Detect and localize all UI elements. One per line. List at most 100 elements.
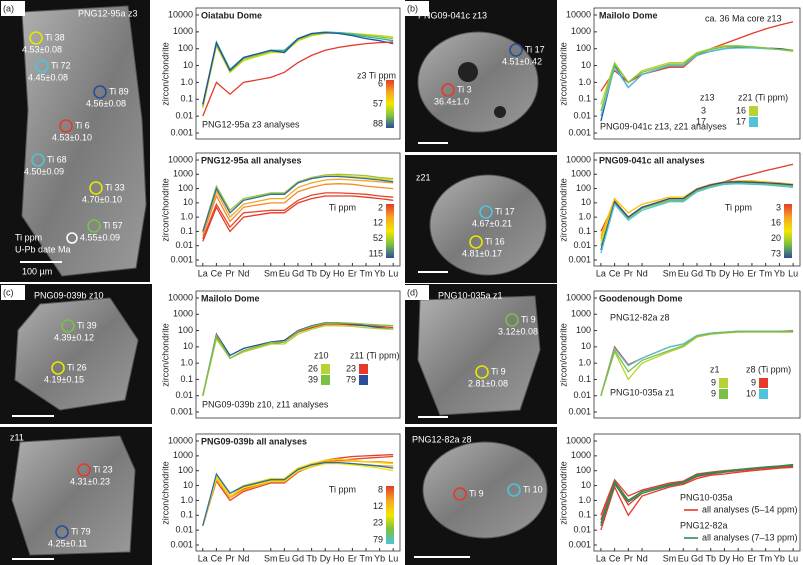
y-tick-label: 0.1 <box>180 510 193 520</box>
y-tick-label: 0.01 <box>573 111 591 121</box>
spot-label: Ti 79 <box>71 526 91 536</box>
y-tick-label: 1.0 <box>180 77 193 87</box>
y-tick-label: 1.0 <box>578 495 591 505</box>
spot-date: 4.31±0.23 <box>70 476 110 486</box>
spot-label: Ti 57 <box>103 220 123 230</box>
legend-group: PNG12-82a <box>680 520 728 530</box>
y-tick-label: 1.0 <box>578 358 591 368</box>
y-tick-label: 1.0 <box>180 212 193 222</box>
x-tick-label: Nd <box>636 268 648 278</box>
x-tick-label: Eu <box>279 553 290 563</box>
x-tick-label: Er <box>348 268 357 278</box>
x-tick-label: Yb <box>774 268 785 278</box>
x-tick-label: Pr <box>624 553 633 563</box>
annotation: PNG12-95a z3 analyses <box>202 119 300 129</box>
y-tick-label: 100 <box>576 325 591 335</box>
x-tick-label: Tb <box>306 268 317 278</box>
x-tick-label: Dy <box>320 553 331 563</box>
x-tick-label: Nd <box>636 553 648 563</box>
x-tick-label: Sm <box>264 268 278 278</box>
key-swatch <box>321 375 330 385</box>
y-tick-label: 10 <box>581 480 591 490</box>
y-tick-label: 100 <box>178 43 193 53</box>
x-tick-label: Nd <box>238 553 250 563</box>
x-tick-label: La <box>198 268 208 278</box>
key-header: z21 (Ti ppm) <box>738 92 788 102</box>
chart-title: Mailolo Dome <box>201 293 260 303</box>
annotation: PNG09-041c z13, z21 analyses <box>600 121 727 131</box>
y-tick-label: 0.1 <box>180 94 193 104</box>
colorbar-label: 20 <box>771 233 781 243</box>
spot-date: 4.81±0.17 <box>462 248 502 258</box>
x-tick-label: Sm <box>264 553 278 563</box>
key-swatch <box>759 378 768 388</box>
scale-label: 100 µm <box>22 266 52 276</box>
key-value: 3 <box>701 105 706 115</box>
y-tick-label: 10 <box>581 60 591 70</box>
colorbar-label: 6 <box>378 78 383 88</box>
y-tick-label: 0.001 <box>170 254 193 264</box>
y-tick-label: 10 <box>581 197 591 207</box>
key-value: 9 <box>711 377 716 387</box>
colorbar-label: 16 <box>771 218 781 228</box>
colorbar <box>784 204 792 258</box>
key-value: 9 <box>751 377 756 387</box>
x-tick-label: Pr <box>226 268 235 278</box>
x-tick-label: Yb <box>774 553 785 563</box>
key-value: 26 <box>308 363 318 373</box>
x-tick-label: Sm <box>663 553 677 563</box>
spot-label: Ti 3 <box>457 84 472 94</box>
x-tick-label: Gd <box>691 268 703 278</box>
y-tick-label: 100 <box>576 183 591 193</box>
colorbar-label: 23 <box>373 518 383 528</box>
spot-label: Ti 17 <box>495 206 515 216</box>
y-tick-label: 1000 <box>173 309 193 319</box>
y-axis-label: zircon/chondrite <box>558 42 568 106</box>
x-tick-label: Er <box>747 268 756 278</box>
x-tick-label: Ce <box>609 553 621 563</box>
x-tick-label: Tm <box>360 268 373 278</box>
spot-date: 4.51±0.42 <box>502 56 542 66</box>
y-tick-label: 0.1 <box>578 94 591 104</box>
chart-title: Oiatabu Dome <box>201 10 262 20</box>
colorbar-label: 12 <box>373 218 383 228</box>
y-tick-label: 0.1 <box>578 374 591 384</box>
y-tick-label: 0.1 <box>180 226 193 236</box>
y-tick-label: 100 <box>178 325 193 335</box>
y-tick-label: 10 <box>183 197 193 207</box>
colorbar-label: 79 <box>373 534 383 544</box>
legend-label: all analyses (5–14 ppm) <box>702 504 798 514</box>
spot-label: Ti 33 <box>105 182 125 192</box>
y-tick-label: 1.0 <box>180 495 193 505</box>
key-swatch <box>759 389 768 399</box>
y-tick-label: 0.001 <box>170 127 193 137</box>
y-tick-label: 1000 <box>571 450 591 460</box>
spot-label: Ti 10 <box>523 484 543 494</box>
plot-frame <box>594 291 800 418</box>
x-tick-label: Tb <box>306 553 317 563</box>
colorbar-label: 2 <box>378 202 383 212</box>
key-swatch <box>719 378 728 388</box>
key-header: z10 <box>314 350 329 360</box>
x-tick-label: Dy <box>719 268 730 278</box>
image-title: z21 <box>416 172 431 182</box>
y-tick-label: 100 <box>178 183 193 193</box>
image-title: PNG12-95a z3 <box>78 8 138 18</box>
y-tick-label: 0.1 <box>180 374 193 384</box>
spot-label: Ti 38 <box>45 32 65 42</box>
chart-title: PNG09-039b all analyses <box>201 436 307 446</box>
y-tick-label: 0.001 <box>568 406 591 416</box>
colorbar-label: 88 <box>373 118 383 128</box>
spot-date: 3.12±0.08 <box>498 326 538 336</box>
panel-label: (c) <box>3 287 14 297</box>
spot-date: 4.50±0.09 <box>24 166 64 176</box>
y-tick-label: 0.001 <box>568 254 591 264</box>
x-tick-label: Ho <box>732 268 744 278</box>
x-tick-label: Ce <box>211 553 223 563</box>
x-tick-label: Tb <box>705 268 716 278</box>
grain-hole <box>494 106 506 118</box>
x-tick-label: Pr <box>226 553 235 563</box>
x-tick-label: Eu <box>678 268 689 278</box>
x-tick-label: Lu <box>388 553 398 563</box>
colorbar-title: Ti ppm <box>329 484 356 494</box>
